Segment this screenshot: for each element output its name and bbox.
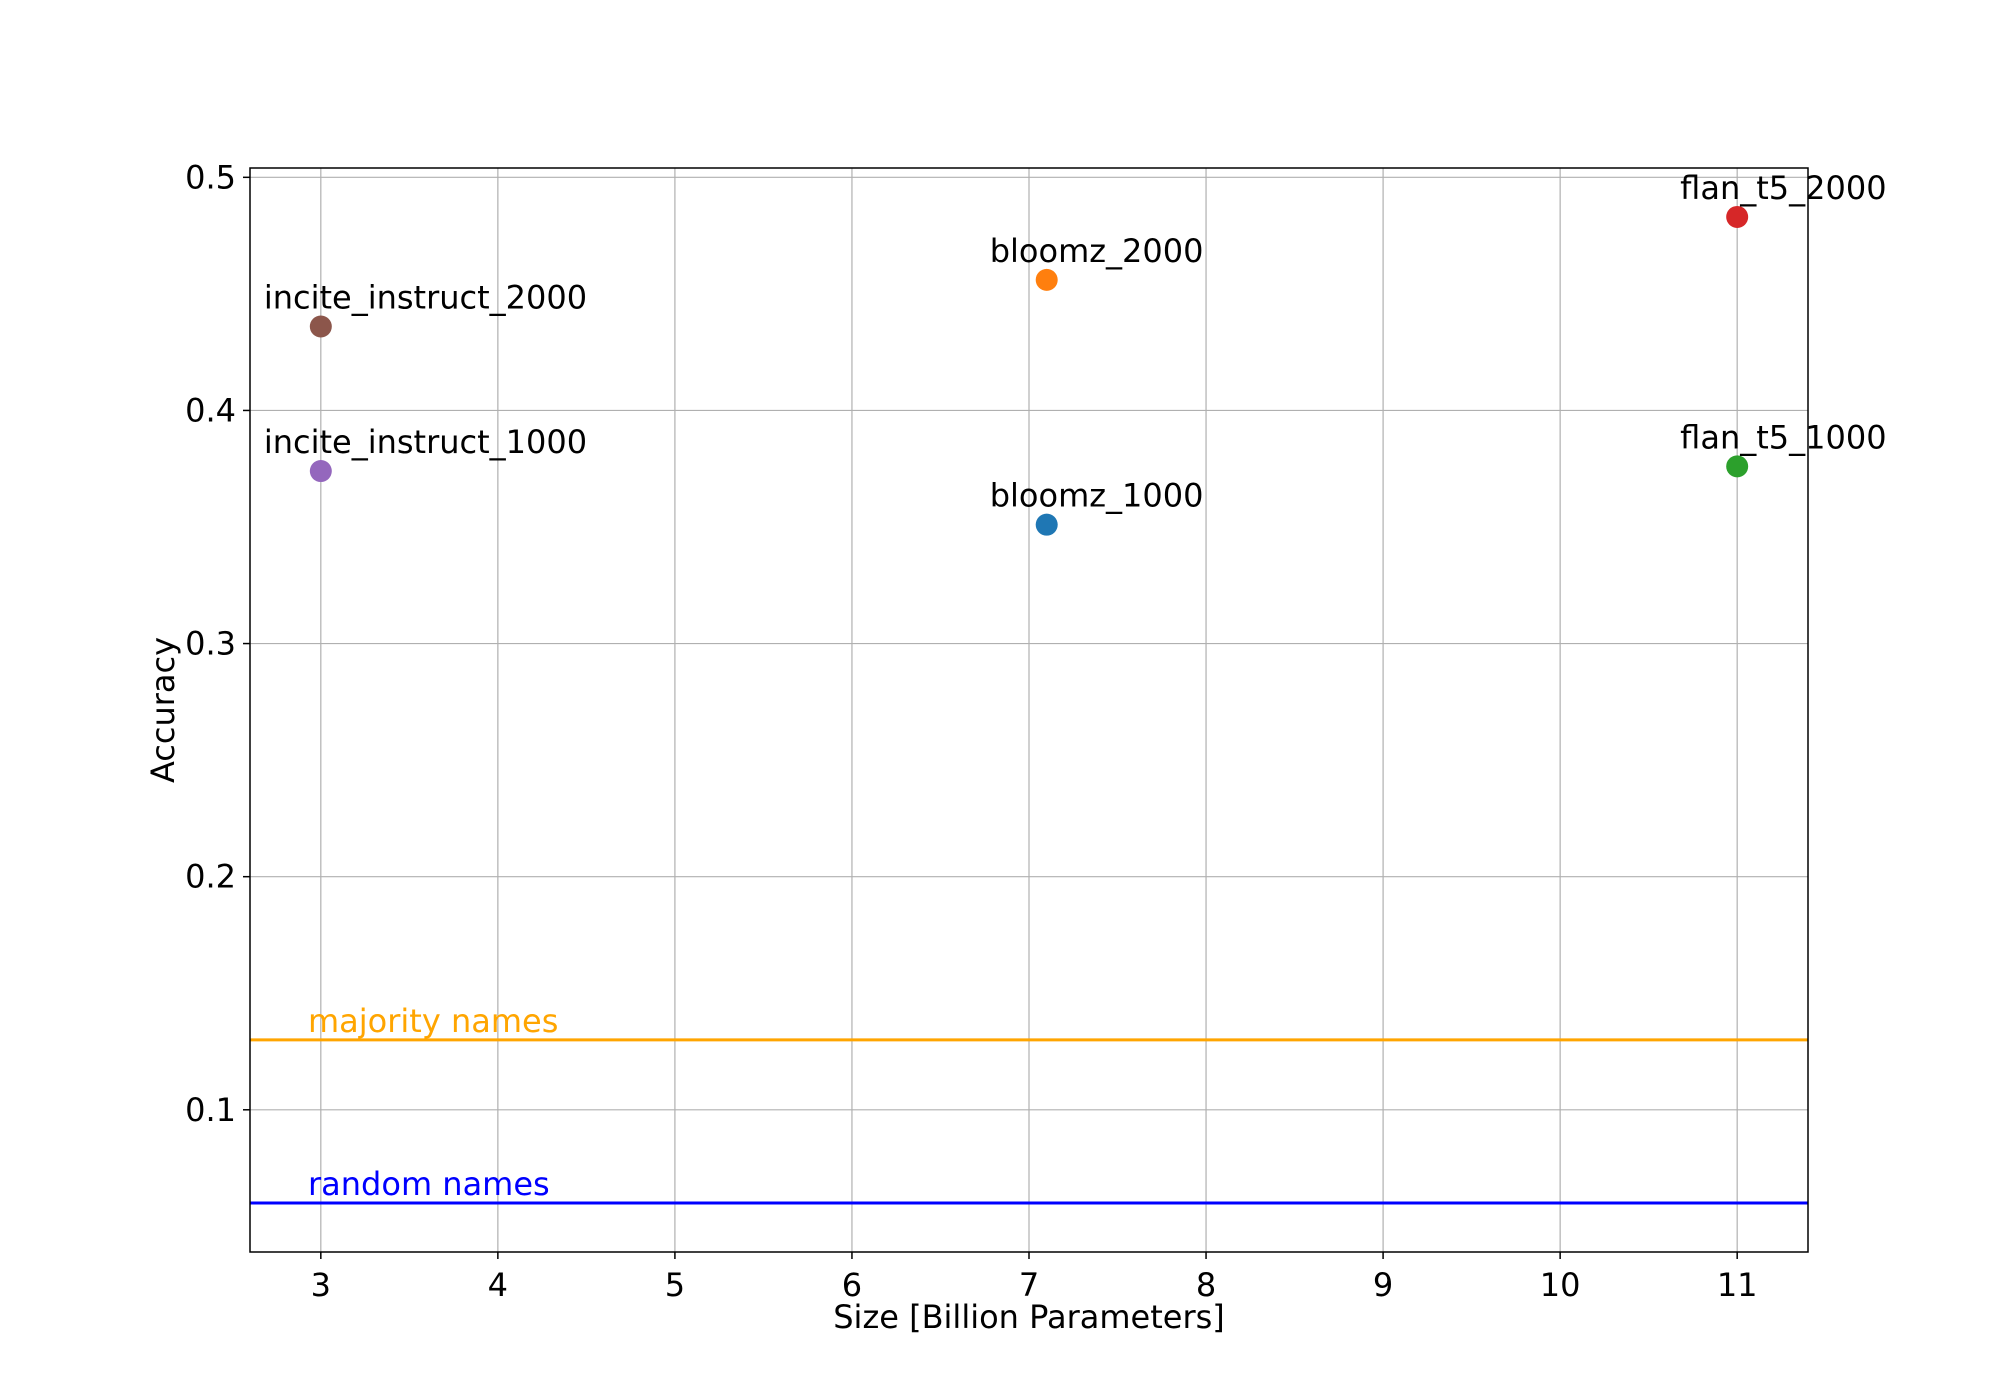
y-tick-label: 0.4 xyxy=(185,391,236,429)
x-tick-label: 10 xyxy=(1540,1266,1581,1304)
x-tick-label: 9 xyxy=(1373,1266,1393,1304)
data-point-label: bloomz_1000 xyxy=(990,477,1204,515)
data-point-label: flan_t5_1000 xyxy=(1680,418,1886,456)
reference-line-label: random names xyxy=(308,1165,550,1203)
data-point xyxy=(1726,205,1749,228)
data-point-label: bloomz_2000 xyxy=(990,232,1204,270)
x-tick-label: 7 xyxy=(1019,1266,1039,1304)
reference-line-label: majority names xyxy=(308,1002,558,1040)
data-point xyxy=(1035,268,1058,291)
x-tick-label: 5 xyxy=(665,1266,685,1304)
x-tick-label: 11 xyxy=(1717,1266,1758,1304)
y-tick-label: 0.3 xyxy=(185,625,236,663)
x-tick-label: 8 xyxy=(1196,1266,1216,1304)
x-axis-title: Size [Billion Parameters] xyxy=(833,1298,1225,1336)
y-tick-label: 0.5 xyxy=(185,158,236,196)
data-point-label: incite_instruct_2000 xyxy=(264,279,587,317)
y-tick-label: 0.2 xyxy=(185,858,236,896)
data-points: incite_instruct_2000 incite_instruct_1000… xyxy=(264,169,1887,536)
x-tick-label: 3 xyxy=(311,1266,331,1304)
x-tick-label: 4 xyxy=(488,1266,508,1304)
data-point xyxy=(1035,513,1058,536)
data-point xyxy=(309,315,332,338)
data-point-label: incite_instruct_1000 xyxy=(264,423,587,461)
data-point xyxy=(309,460,332,483)
x-tick-label: 6 xyxy=(842,1266,862,1304)
grid xyxy=(250,168,1808,1252)
y-tick-label: 0.1 xyxy=(185,1091,236,1129)
data-point-label: flan_t5_2000 xyxy=(1680,169,1886,207)
y-axis-title: Accuracy xyxy=(144,637,182,783)
axis-ticks: 3 4 5 6 7 8 9 10 11 0.1 0.2 0.3 0.4 0.5 xyxy=(185,158,1757,1304)
reference-lines: majority names random names xyxy=(250,1002,1808,1205)
data-point xyxy=(1726,455,1749,478)
